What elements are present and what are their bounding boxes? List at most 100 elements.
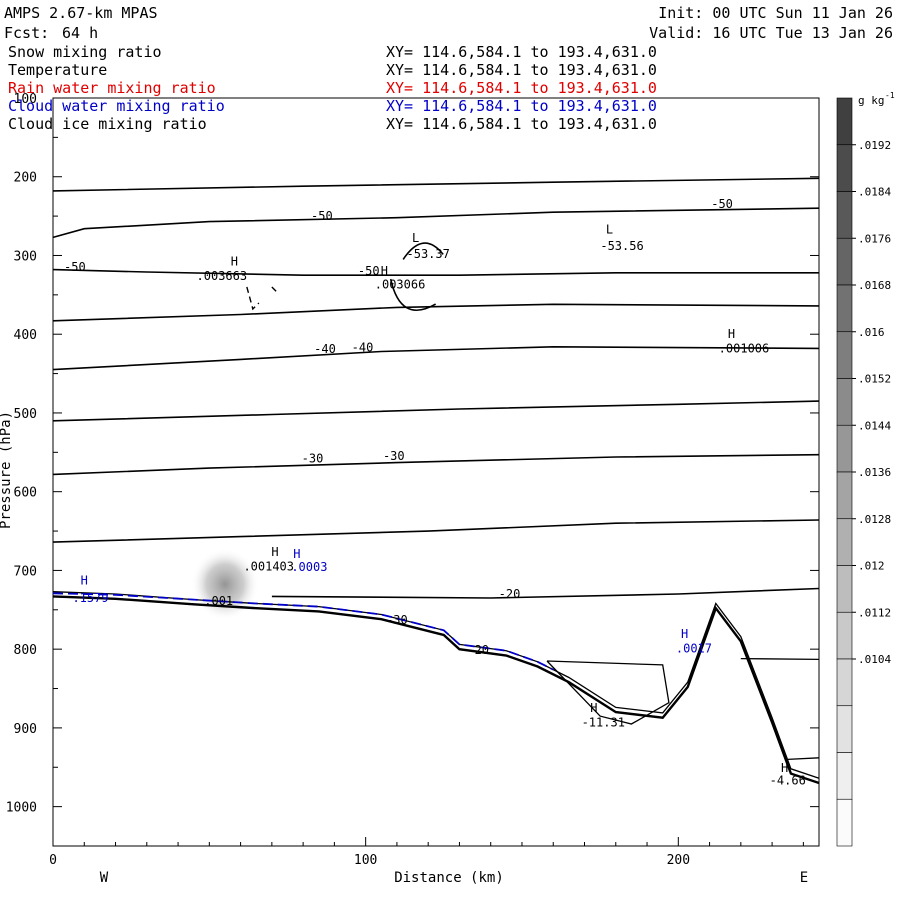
- colorbar-tick-label: .0128: [858, 513, 891, 526]
- contour-label: -50: [64, 260, 86, 274]
- contour-label: -20: [467, 643, 489, 657]
- temperature-contour: [271, 587, 820, 599]
- contour-label: -4.66: [770, 774, 806, 788]
- x-axis-title: Distance (km): [394, 870, 504, 886]
- colorbar-bin: [836, 798, 853, 847]
- temperature-contour: [52, 345, 820, 371]
- temperature-contours: [52, 177, 820, 599]
- field-legend: Snow mixing ratio XY= 114.6,584.1 to 193.…: [8, 43, 657, 133]
- y-tick-label: 700: [14, 564, 37, 579]
- field-extent: XY= 114.6,584.1 to 193.4,631.0: [386, 115, 657, 133]
- forecast-hour: 64 h: [62, 24, 98, 42]
- contour-label: .001403: [243, 559, 294, 573]
- colorbar-bin: [836, 424, 853, 473]
- contour-label: L: [412, 231, 419, 245]
- y-tick-label: 200: [14, 171, 37, 186]
- contour-label: .0003: [291, 560, 327, 574]
- contour-label: -30: [302, 452, 324, 466]
- temperature-contour: [52, 519, 820, 543]
- contour-label: H: [271, 545, 278, 559]
- field-name: Snow mixing ratio: [8, 43, 162, 61]
- y-tick-label: 600: [14, 486, 37, 501]
- y-tick-label: 900: [14, 722, 37, 737]
- colorbar-bin: [836, 331, 853, 379]
- contour-label: H: [81, 574, 88, 588]
- temperature-contour: [52, 177, 820, 192]
- contour-label: L: [606, 222, 613, 236]
- colorbar-tick-label: .0104: [858, 653, 891, 666]
- contour-label: -50: [711, 197, 733, 211]
- field-extent: XY= 114.6,584.1 to 193.4,631.0: [386, 43, 657, 61]
- valid-time: Valid: 16 UTC Tue 13 Jan 26: [649, 24, 893, 42]
- colorbar: .0192 .0184 .0176 .0168 .016 .0152 .0144 .0136.…: [836, 97, 891, 847]
- colorbar-tick-label: .0184: [858, 186, 891, 199]
- surface-temperature-contour: [740, 657, 820, 661]
- contour-annotations: -50 -50 -50 -50 -40 -40 -30 -30 -20 -30 -20 L -53.37…: [64, 197, 806, 787]
- field-extent: XY= 114.6,584.1 to 193.4,631.0: [386, 79, 657, 97]
- field-name: Cloud ice mixing ratio: [8, 115, 207, 133]
- y-tick-label: 400: [14, 328, 37, 343]
- contour-label: H: [728, 327, 735, 341]
- plot-frame: [52, 97, 820, 847]
- colorbar-bin: [836, 144, 853, 192]
- init-time: Init: 00 UTC Sun 11 Jan 26: [658, 4, 893, 22]
- colorbar-tick-label: .0152: [858, 373, 891, 386]
- contour-label: .1579: [72, 591, 108, 605]
- low-centre-loop: [389, 242, 444, 312]
- contour-label: -53.37: [407, 247, 450, 261]
- colorbar-bin: [836, 97, 853, 146]
- contour-label: -30: [386, 613, 408, 627]
- near-surface-contour: [52, 591, 820, 779]
- temperature-contour: [52, 400, 820, 422]
- cloud-water-contour: [52, 592, 554, 671]
- contour-label: .003066: [375, 278, 426, 292]
- contour-label: -40: [314, 342, 336, 356]
- colorbar-unit: g kg: [858, 94, 885, 107]
- colorbar-bin: [836, 284, 853, 333]
- y-tick-label: 100: [14, 92, 37, 107]
- colorbar-bin: [836, 471, 853, 520]
- west-label: W: [100, 870, 109, 886]
- colorbar-tick-label: .0168: [858, 279, 891, 292]
- colorbar-bin: [836, 518, 853, 566]
- temperature-contour: [52, 453, 820, 476]
- field-name: Temperature: [8, 61, 107, 79]
- contour-label: -50: [358, 264, 380, 278]
- contour-label: .001: [204, 594, 233, 608]
- colorbar-bin: [836, 705, 853, 753]
- colorbar-tick-label: .0136: [858, 466, 891, 479]
- contour-label: .003663: [197, 269, 248, 283]
- colorbar-bin: [836, 565, 853, 613]
- contour-label: .0017: [676, 641, 712, 655]
- colorbar-tick-label: .0192: [858, 139, 891, 152]
- colorbar-tick-label: .012: [858, 560, 885, 573]
- field-extent: XY= 114.6,584.1 to 193.4,631.0: [386, 61, 657, 79]
- colorbar-bin: [836, 752, 853, 800]
- contour-label: H: [381, 264, 388, 278]
- contour-label: H: [293, 547, 300, 561]
- terrain-lines: [52, 591, 820, 785]
- y-axis-title: Pressure (hPa): [0, 411, 14, 529]
- contour-label: -20: [499, 587, 521, 601]
- axis-ticks: 100 200 300 400 500 600 700 800 900 1000 0 100 200: [6, 92, 819, 868]
- contour-label: -30: [383, 449, 405, 463]
- colorbar-bin: [836, 191, 853, 239]
- east-label: E: [800, 870, 808, 886]
- field-extent: XY= 114.6,584.1 to 193.4,631.0: [386, 97, 657, 115]
- colorbar-bin: [836, 378, 853, 426]
- forecast-label: Fcst:: [4, 24, 49, 42]
- valley-temperature-contour: [787, 757, 820, 761]
- colorbar-tick-label: .0176: [858, 232, 891, 245]
- y-tick-label: 800: [14, 643, 37, 658]
- contour-label: -11.31: [582, 715, 625, 729]
- contour-label: -50: [311, 209, 333, 223]
- temperature-contour: [52, 207, 820, 239]
- y-tick-label: 500: [14, 407, 37, 422]
- field-name: Rain water mixing ratio: [8, 79, 216, 97]
- field-name: Cloud water mixing ratio: [8, 97, 225, 115]
- contour-label: H: [781, 761, 788, 775]
- x-tick-label: 100: [354, 853, 377, 868]
- temperature-contour: [52, 268, 819, 276]
